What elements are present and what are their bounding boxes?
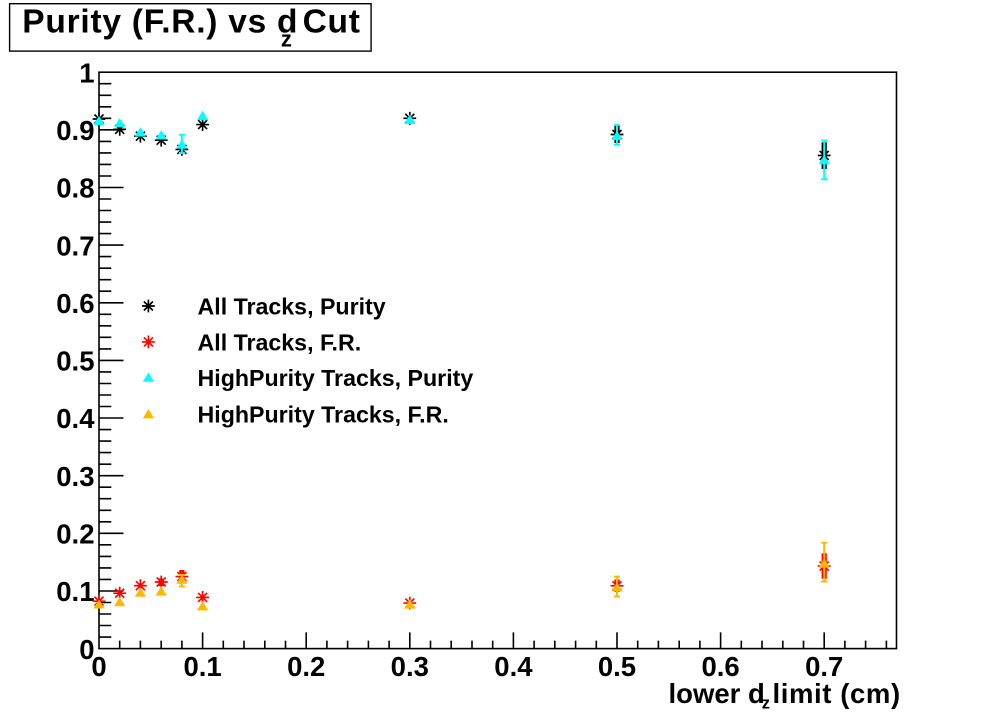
- svg-text:0: 0: [79, 634, 94, 665]
- svg-text:Purity (F.R.) vs d: Purity (F.R.) vs d: [22, 4, 298, 41]
- svg-text:0.5: 0.5: [598, 651, 636, 682]
- svg-text:0.6: 0.6: [56, 288, 94, 319]
- svg-text:0.9: 0.9: [56, 115, 94, 146]
- svg-text:0.7: 0.7: [805, 651, 843, 682]
- svg-text:HighPurity Tracks, F.R.: HighPurity Tracks, F.R.: [198, 401, 449, 427]
- svg-text:0.3: 0.3: [56, 461, 94, 492]
- svg-text:limit (cm): limit (cm): [773, 678, 901, 709]
- svg-text:HighPurity Tracks, Purity: HighPurity Tracks, Purity: [198, 365, 474, 391]
- svg-text:0.4: 0.4: [494, 651, 533, 682]
- svg-text:z: z: [762, 695, 770, 713]
- svg-text:All Tracks, Purity: All Tracks, Purity: [198, 293, 386, 319]
- svg-text:0.1: 0.1: [183, 651, 221, 682]
- svg-text:0.8: 0.8: [56, 173, 94, 204]
- svg-text:0.2: 0.2: [287, 651, 325, 682]
- svg-text:0: 0: [91, 651, 106, 682]
- svg-text:Cut: Cut: [303, 4, 361, 41]
- svg-text:0.6: 0.6: [701, 651, 739, 682]
- svg-text:0.4: 0.4: [56, 403, 95, 434]
- svg-text:0.3: 0.3: [391, 651, 429, 682]
- svg-text:1: 1: [79, 57, 94, 88]
- svg-text:0.5: 0.5: [56, 346, 94, 377]
- svg-text:0.2: 0.2: [56, 519, 94, 550]
- svg-text:z: z: [281, 26, 292, 51]
- svg-text:0.1: 0.1: [56, 576, 94, 607]
- svg-text:All Tracks, F.R.: All Tracks, F.R.: [198, 329, 362, 355]
- svg-text:0.7: 0.7: [56, 230, 94, 261]
- svg-text:lower d: lower d: [669, 678, 765, 709]
